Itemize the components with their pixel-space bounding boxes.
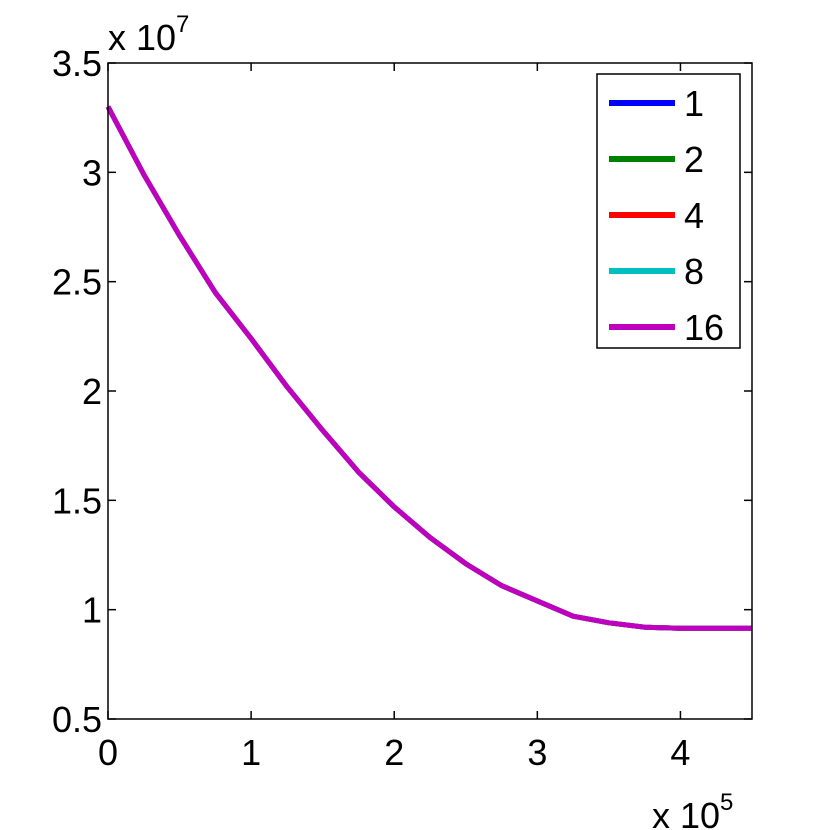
- y-tick-label-4: 2.5: [52, 262, 102, 303]
- y-tick-label-1: 1: [82, 590, 102, 631]
- x-tick-label-3: 3: [527, 732, 547, 773]
- x-tick-label-2: 2: [384, 732, 404, 773]
- legend-label-16: 16: [684, 307, 724, 348]
- x-multiplier-base: x 10: [652, 795, 720, 830]
- x-tick-label-4: 4: [670, 732, 690, 773]
- y-tick-label-5: 3: [82, 152, 102, 193]
- y-multiplier-exp: 7: [176, 11, 189, 38]
- x-tick-label-1: 1: [241, 732, 261, 773]
- y-tick-label-2: 1.5: [52, 480, 102, 521]
- legend-label-8: 8: [684, 251, 704, 292]
- x-multiplier-exp: 5: [720, 789, 733, 816]
- series-layer: [105, 105, 752, 631]
- legend-box: [596, 73, 741, 349]
- y-tick-label-0: 0.5: [52, 699, 102, 740]
- legend-label-4: 4: [684, 195, 704, 236]
- y-multiplier-base: x 10: [108, 17, 176, 58]
- x-tick-label-0: 0: [98, 732, 118, 773]
- y-tick-label-3: 2: [82, 371, 102, 412]
- legend: 1 2 4 8 16: [596, 73, 741, 349]
- legend-items: 1 2 4 8 16: [609, 83, 724, 348]
- series-line-16: [105, 105, 752, 631]
- y-multiplier-label: x 107: [108, 11, 189, 58]
- tick-labels-layer: 0 1 2 3 4 0.5 1 1.5 2 2.5 3 3.5: [52, 43, 691, 773]
- ticks-layer: [107, 62, 752, 720]
- legend-label-1: 1: [684, 83, 704, 124]
- legend-label-2: 2: [684, 139, 704, 180]
- x-multiplier-label: x 105: [652, 789, 733, 830]
- y-tick-label-6: 3.5: [52, 43, 102, 84]
